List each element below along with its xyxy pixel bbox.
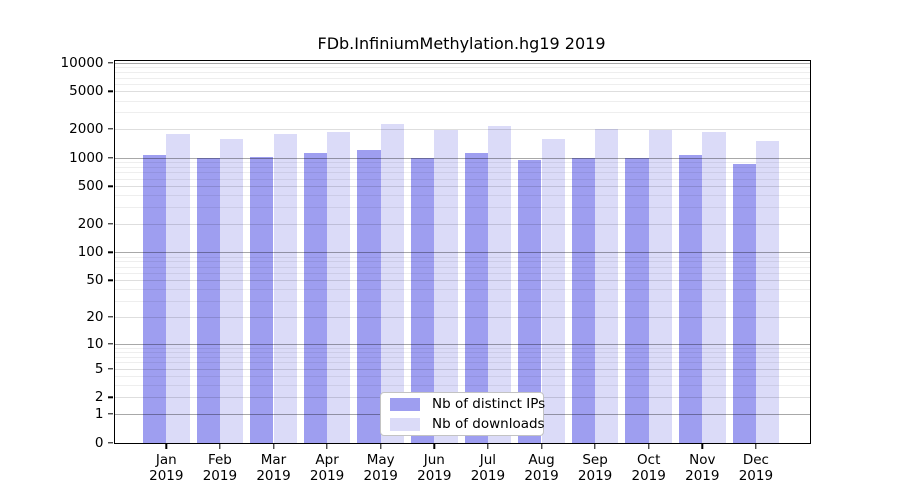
bar-ips-mar [250, 156, 274, 443]
legend-label-downloads: Nb of downloads [432, 416, 545, 432]
legend-swatch-ips [390, 397, 420, 411]
gridline-7000 [114, 77, 810, 79]
bar-ips-feb [196, 157, 220, 443]
y-tick-10 [107, 342, 113, 345]
x-tick-apr [326, 444, 328, 449]
y-tick-0 [107, 441, 113, 444]
x-tick-sep [594, 444, 596, 449]
y-tick-20 [107, 316, 113, 318]
bar-downloads-nov [702, 132, 726, 443]
y-tick-label-1: 1 [94, 405, 104, 422]
x-tick-jan [165, 444, 167, 449]
bar-downloads-jun [434, 130, 458, 443]
y-tick-200 [107, 223, 113, 225]
gridline-2000 [114, 129, 810, 131]
x-tick-label-jan: Jan 2019 [149, 451, 184, 485]
y-tick-label-5: 5 [94, 360, 104, 377]
bar-ips-may [357, 150, 381, 443]
x-tick-label-jun: Jun 2019 [417, 451, 452, 485]
bar-downloads-sep [595, 129, 619, 443]
legend-row-downloads: Nb of downloads [390, 416, 545, 432]
y-tick-2 [107, 396, 113, 398]
x-tick-label-oct: Oct 2019 [631, 451, 666, 485]
bar-ips-sep [571, 158, 596, 443]
gridline-4000 [114, 100, 810, 102]
y-tick-1 [107, 413, 113, 415]
legend: Nb of distinct IPs Nb of downloads [380, 392, 545, 436]
bar-downloads-apr [327, 132, 351, 443]
bar-downloads-feb [219, 138, 244, 443]
bar-downloads-oct [648, 130, 672, 443]
y-tick-10000 [107, 62, 113, 64]
gridline-10000 [114, 62, 810, 64]
legend-row-ips: Nb of distinct IPs [390, 396, 545, 412]
x-tick-jul [487, 444, 489, 449]
y-tick-label-200: 200 [77, 215, 104, 232]
bar-downloads-dec [755, 141, 780, 443]
y-tick-label-1000: 1000 [69, 149, 104, 166]
x-tick-feb [219, 444, 221, 449]
y-tick-1000 [107, 156, 113, 159]
bar-ips-apr [303, 153, 328, 443]
y-tick-5000 [107, 90, 113, 93]
x-tick-jun [433, 444, 435, 449]
y-tick-label-2: 2 [94, 389, 104, 406]
x-tick-label-may: May 2019 [363, 451, 398, 485]
y-tick-5 [107, 367, 113, 370]
chart-title: FDb.InfiniumMethylation.hg19 2019 [317, 34, 606, 53]
bar-ips-aug [518, 160, 542, 443]
y-tick-label-10: 10 [86, 335, 104, 352]
bar-downloads-jan [166, 134, 190, 443]
bar-ips-jun [411, 157, 435, 443]
y-tick-label-20: 20 [86, 309, 104, 325]
bar-downloads-aug [541, 139, 565, 443]
x-tick-mar [272, 444, 275, 449]
bar-ips-nov [679, 155, 703, 443]
x-tick-label-apr: Apr 2019 [309, 451, 345, 485]
bar-ips-oct [625, 157, 649, 443]
x-tick-may [379, 444, 382, 449]
bar-downloads-mar [273, 133, 297, 443]
x-tick-label-feb: Feb 2019 [202, 451, 238, 485]
x-tick-label-nov: Nov 2019 [685, 451, 720, 485]
y-tick-label-10000: 10000 [60, 54, 104, 71]
x-tick-label-jul: Jul 2019 [470, 451, 506, 485]
gridline-9000 [114, 67, 810, 69]
y-tick-label-50: 50 [86, 272, 104, 289]
y-tick-label-0: 0 [94, 434, 104, 451]
x-tick-label-mar: Mar 2019 [256, 451, 291, 485]
bar-downloads-may [380, 123, 404, 443]
legend-swatch-downloads [390, 417, 420, 431]
bar-ips-jan [143, 155, 167, 443]
y-tick-label-5000: 5000 [69, 83, 104, 100]
y-tick-2000 [107, 128, 113, 130]
y-tick-500 [107, 185, 113, 187]
x-tick-oct [647, 444, 650, 449]
x-tick-nov [701, 444, 703, 449]
x-tick-label-sep: Sep 2019 [577, 451, 613, 485]
x-tick-aug [540, 444, 543, 449]
gridline-5000 [114, 91, 810, 93]
gridline-6000 [114, 83, 810, 85]
x-tick-label-aug: Aug 2019 [524, 451, 559, 485]
bar-ips-jul [464, 152, 488, 443]
gridline-8000 [114, 72, 810, 73]
y-tick-label-500: 500 [77, 178, 104, 195]
y-tick-label-2000: 2000 [69, 121, 104, 138]
x-tick-label-dec: Dec 2019 [738, 451, 774, 485]
legend-label-ips: Nb of distinct IPs [432, 396, 546, 412]
gridline-3000 [114, 112, 810, 114]
bar-ips-dec [732, 164, 756, 443]
y-tick-label-100: 100 [77, 244, 104, 261]
y-tick-50 [107, 279, 113, 282]
y-tick-100 [107, 251, 113, 253]
plot-area: 0 1 2 5 10 20 50 100 200 500 1000 2000 5000 10000 Jan 2… [61, 55, 811, 484]
bar-downloads-jul [487, 126, 512, 443]
x-tick-dec [755, 444, 757, 449]
